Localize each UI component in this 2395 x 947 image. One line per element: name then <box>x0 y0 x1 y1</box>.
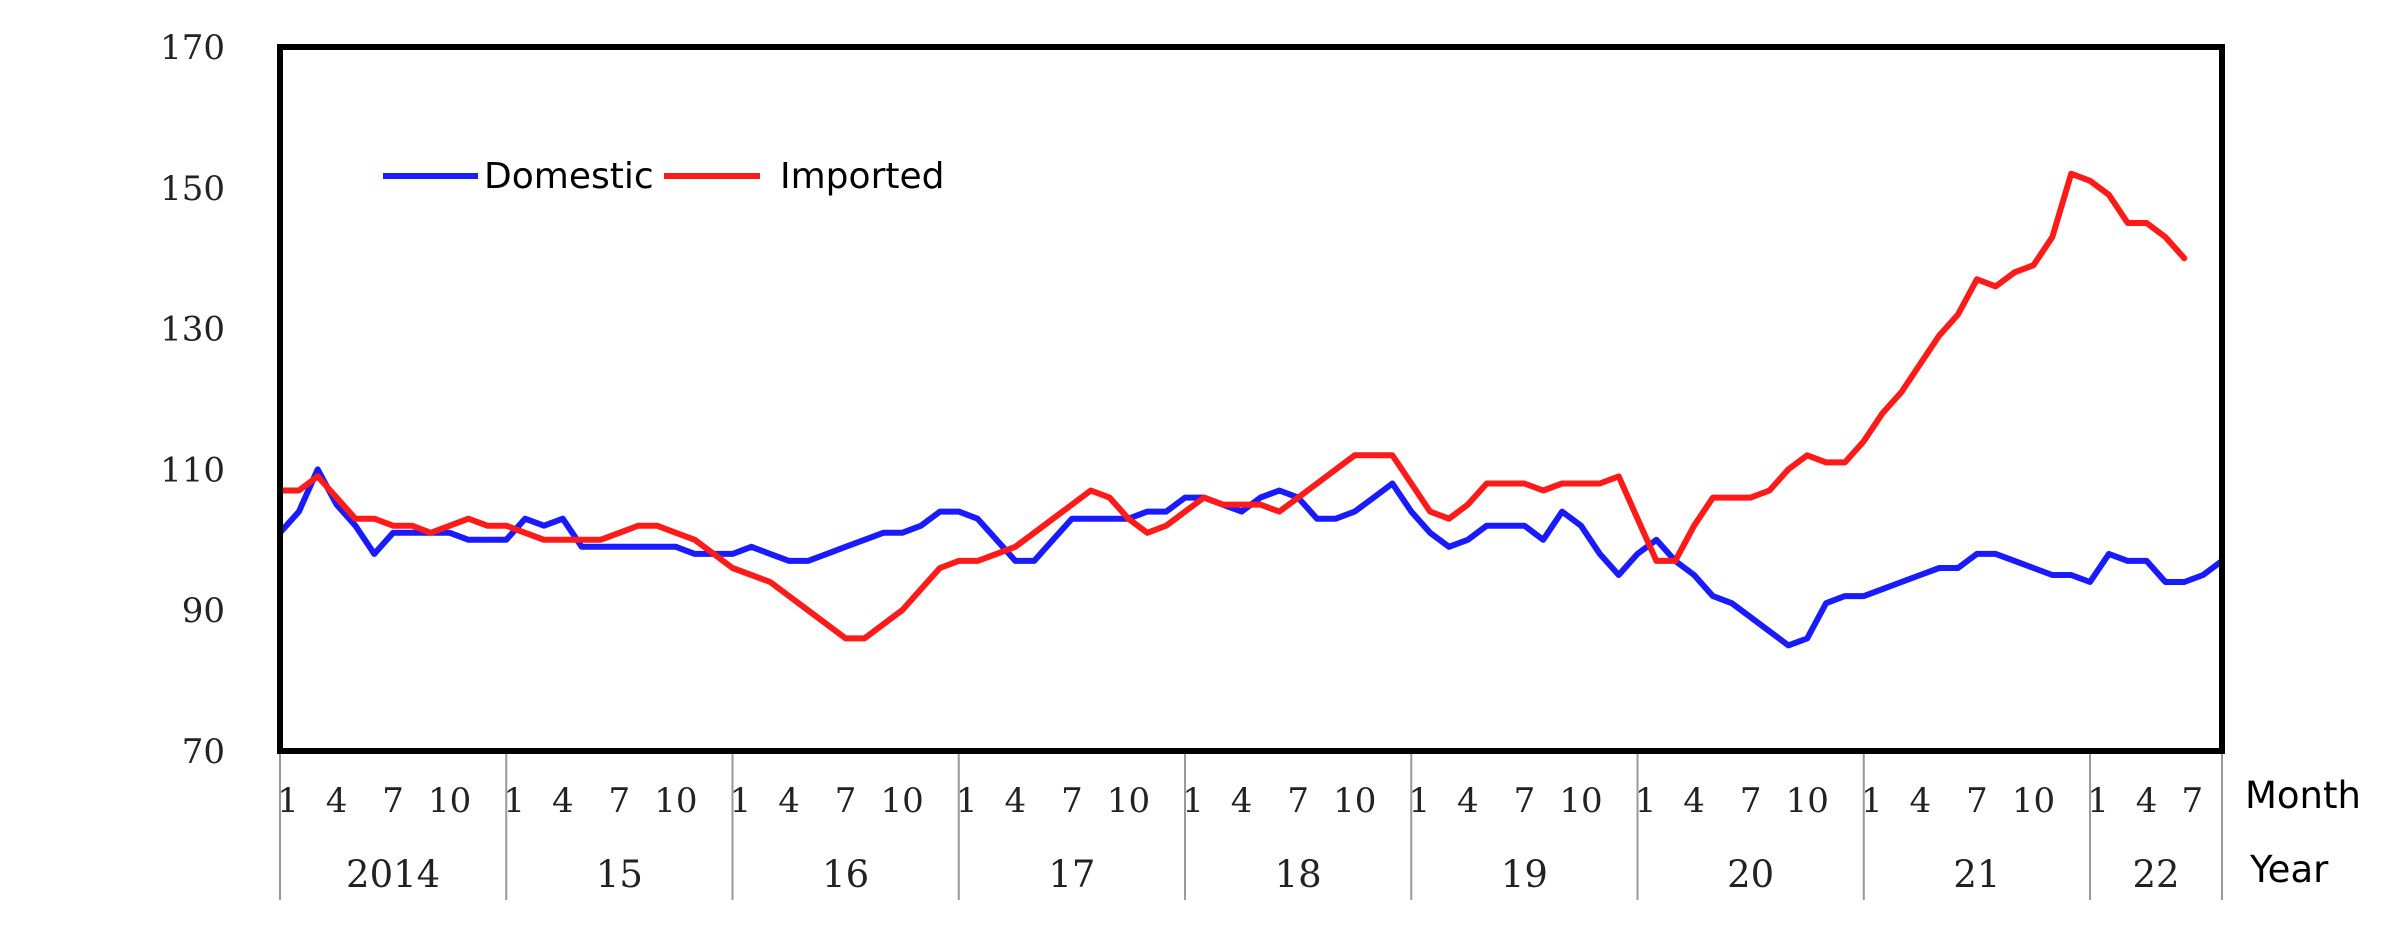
x-axis-year-label: Year <box>2249 848 2329 891</box>
month-tick-label: 7 <box>1740 781 1762 821</box>
month-tick-label: 1 <box>1408 781 1430 821</box>
year-tick-label: 20 <box>1727 853 1774 896</box>
month-tick-label: 7 <box>382 781 404 821</box>
series-line-domestic <box>277 466 2225 649</box>
x-axis-month-label: Month <box>2245 774 2361 817</box>
month-tick-label: 4 <box>1683 781 1705 821</box>
year-tick-label: 15 <box>596 853 643 896</box>
month-tick-label: 1 <box>277 781 299 821</box>
plot-frame <box>277 44 2225 754</box>
month-tick-label: 10 <box>428 781 471 821</box>
legend-label-domestic: Domestic <box>484 156 654 197</box>
month-tick-label: 7 <box>1061 781 1083 821</box>
month-tick-label: 7 <box>1514 781 1536 821</box>
year-tick-label: 16 <box>822 853 869 896</box>
month-tick-label: 1 <box>730 781 752 821</box>
y-tick-label: 70 <box>182 732 225 772</box>
month-tick-label: 4 <box>326 781 348 821</box>
month-tick-label: 4 <box>2136 781 2158 821</box>
month-tick-label: 1 <box>956 781 978 821</box>
y-axis: 70 90 110 130 150 170 <box>160 28 225 772</box>
month-tick-label: 4 <box>1457 781 1479 821</box>
y-tick-label: 150 <box>160 169 225 209</box>
year-tick-label: 2014 <box>346 853 440 896</box>
month-tick-label: 1 <box>2087 781 2109 821</box>
month-tick-label: 1 <box>503 781 525 821</box>
month-tick-label: 4 <box>1005 781 1027 821</box>
month-tick-label: 1 <box>1861 781 1883 821</box>
y-tick-label: 90 <box>182 591 225 631</box>
month-tick-label: 7 <box>1287 781 1309 821</box>
y-tick-label: 130 <box>160 310 225 350</box>
year-tick-label: 21 <box>1953 853 2000 896</box>
legend: Domestic Imported <box>383 156 944 197</box>
month-tick-label: 4 <box>1231 781 1253 821</box>
legend-label-imported: Imported <box>780 156 944 197</box>
month-tick-label: 7 <box>835 781 857 821</box>
month-tick-label: 1 <box>1635 781 1657 821</box>
month-tick-label: 4 <box>778 781 800 821</box>
month-tick-label: 10 <box>654 781 697 821</box>
month-tick-label: 4 <box>1910 781 1932 821</box>
month-tick-label: 10 <box>1559 781 1602 821</box>
series-line-imported <box>277 170 2188 642</box>
y-tick-label: 110 <box>160 450 225 490</box>
series-layer <box>277 170 2225 649</box>
month-tick-label: 7 <box>2182 781 2204 821</box>
year-tick-label: 22 <box>2132 853 2179 896</box>
month-tick-label: 4 <box>552 781 574 821</box>
year-tick-label: 18 <box>1275 853 1322 896</box>
month-tick-label: 10 <box>2012 781 2055 821</box>
month-tick-label: 10 <box>1333 781 1376 821</box>
month-tick-label: 10 <box>881 781 924 821</box>
year-tick-label: 17 <box>1048 853 1095 896</box>
y-tick-label: 170 <box>160 28 225 68</box>
month-tick-label: 1 <box>1182 781 1204 821</box>
year-tick-label: 19 <box>1501 853 1548 896</box>
month-tick-label: 7 <box>609 781 631 821</box>
month-tick-label: 10 <box>1107 781 1150 821</box>
month-tick-label: 7 <box>1966 781 1988 821</box>
month-tick-label: 10 <box>1786 781 1829 821</box>
